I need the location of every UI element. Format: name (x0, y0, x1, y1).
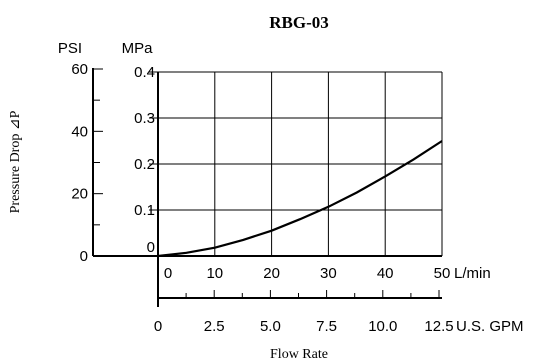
gpm-tick-label: 5.0 (260, 318, 281, 335)
mpa-tick-label: 0.3 (134, 110, 155, 127)
axes (92, 68, 442, 307)
x-axis-label: Flow Rate (270, 347, 328, 362)
chart-title: RBG-03 (269, 13, 329, 32)
tick-labels: 0 0.1 0.2 0.3 0.4 0 20 40 60 0 10 20 30 40 50 L/min 0 2.5… (71, 61, 523, 335)
mpa-unit-label: MPa (122, 40, 154, 57)
psi-tick-label: 40 (71, 123, 88, 140)
mpa-tick-label: 0.2 (134, 156, 155, 173)
lpm-unit-label: L/min (454, 265, 491, 282)
gpm-unit-label: U.S. GPM (456, 318, 524, 335)
psi-tick-label: 20 (71, 186, 88, 203)
mpa-tick-label: 0.1 (134, 202, 155, 219)
mpa-tick-label: 0.4 (134, 64, 155, 81)
gpm-tick-label: 2.5 (204, 318, 225, 335)
y-axis-label: Pressure Drop ⊿P (8, 110, 23, 213)
lpm-tick-label: 10 (206, 265, 223, 282)
pressure-drop-curve (157, 140, 443, 258)
grid (158, 71, 443, 256)
lpm-tick-label: 50 (434, 265, 451, 282)
psi-unit-label: PSI (58, 40, 82, 57)
mpa-tick-label: 0 (147, 239, 155, 256)
psi-tick-label: 0 (80, 248, 88, 265)
series (157, 140, 443, 258)
gpm-tick-label: 7.5 (316, 318, 337, 335)
gpm-tick-label: 10.0 (368, 318, 397, 335)
lpm-tick-label: 20 (263, 265, 280, 282)
psi-tick-label: 60 (71, 61, 88, 78)
lpm-tick-label: 0 (164, 265, 172, 282)
gpm-tick-label: 0 (154, 318, 162, 335)
gpm-tick-label: 12.5 (424, 318, 453, 335)
lpm-tick-label: 30 (320, 265, 337, 282)
lpm-tick-label: 40 (377, 265, 394, 282)
